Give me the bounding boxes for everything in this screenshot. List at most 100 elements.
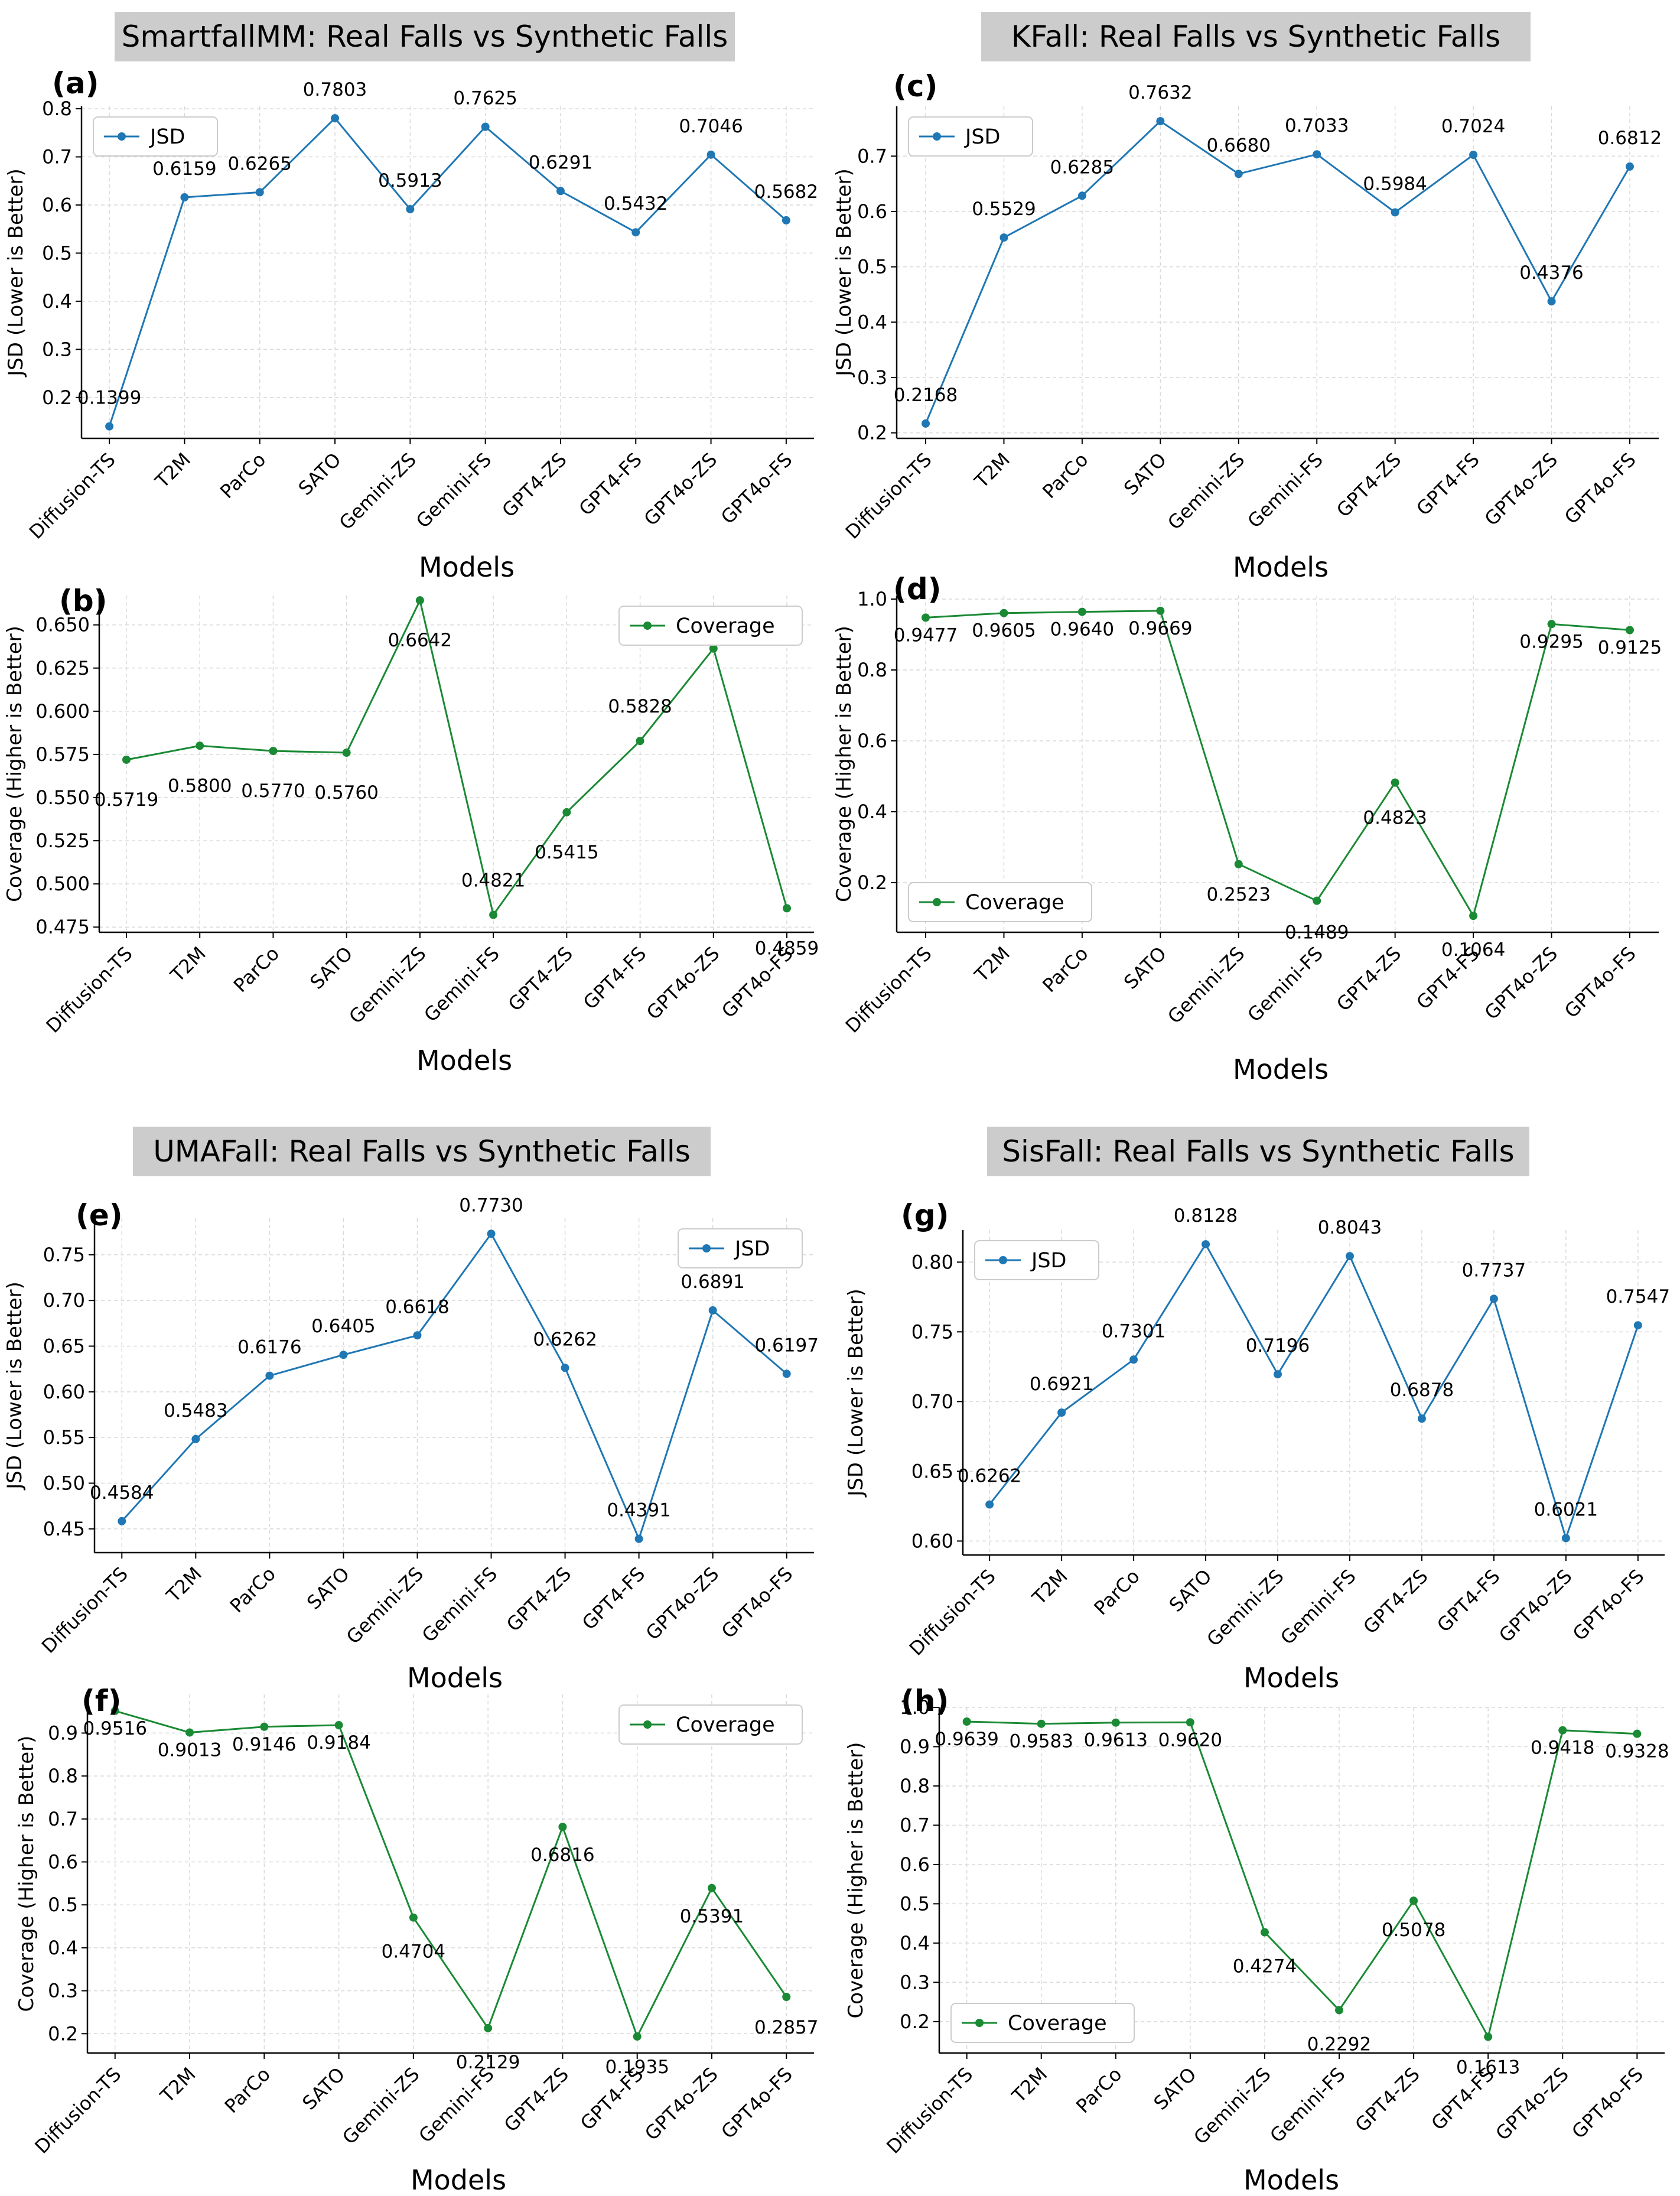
data-point	[118, 1517, 126, 1525]
x-tick-label: GPT4o-ZS	[1495, 1565, 1577, 1647]
data-label: 0.1489	[1285, 922, 1349, 944]
data-point	[406, 205, 415, 214]
data-point	[1547, 620, 1556, 629]
y-tick-label: 0.550	[35, 786, 90, 809]
y-tick-label: 0.3	[857, 366, 887, 389]
data-point	[339, 1351, 348, 1359]
x-tick-label: Gemini-ZS	[344, 942, 430, 1028]
data-point	[484, 2023, 493, 2032]
y-tick-label: 0.5	[48, 1894, 78, 1916]
legend-marker	[643, 1720, 652, 1729]
legend-box	[974, 1240, 1099, 1280]
data-point	[1234, 860, 1243, 868]
data-point	[269, 747, 278, 756]
panel-f: 0.2 0.3 0.4 0.5 0.6 0.7 0.8 0.9 Diffusion-TS T2M P…	[15, 1684, 819, 2196]
data-point	[1313, 150, 1321, 159]
panel-label: (d)	[893, 572, 942, 606]
legend-box	[908, 882, 1092, 922]
data-point	[415, 596, 424, 605]
data-label: 0.9125	[1598, 637, 1662, 659]
y-tick-label: 0.575	[35, 743, 90, 766]
y-axis-title: Coverage (Higher is Better)	[15, 1736, 38, 2012]
x-tick-label: Gemini-ZS	[1163, 448, 1249, 534]
data-label: 0.6291	[529, 152, 592, 173]
data-label: 0.9640	[1050, 619, 1114, 640]
data-point	[707, 1883, 716, 1892]
data-point	[1391, 208, 1399, 217]
x-tick-label: Gemini-FS	[1276, 1565, 1360, 1649]
x-tick-label: GPT4o-ZS	[642, 942, 724, 1024]
y-tick-label: 0.600	[35, 700, 90, 723]
data-point	[342, 749, 351, 757]
y-tick-label: 0.75	[911, 1320, 953, 1343]
x-axis-title: Models	[1233, 551, 1329, 583]
data-label: 0.5800	[168, 775, 232, 796]
x-tick-label: GPT4-FS	[579, 942, 650, 1014]
data-label: 0.9639	[935, 1729, 998, 1750]
data-point	[783, 904, 792, 913]
legend-box	[908, 116, 1033, 157]
data-point	[1335, 2006, 1344, 2015]
legend-box	[618, 606, 803, 646]
x-tick-label: GPT4-ZS	[504, 942, 577, 1016]
x-axis-title: Models	[419, 551, 515, 583]
data-label: 0.6921	[1030, 1374, 1093, 1395]
data-label: 0.7737	[1462, 1260, 1526, 1281]
series-line-jsd	[108, 116, 787, 427]
data-point	[1037, 1719, 1046, 1728]
data-label: 0.5770	[241, 780, 305, 802]
x-tick-label: GPT4-FS	[1412, 448, 1483, 520]
x-tick-label: GPT4-ZS	[497, 448, 571, 522]
chart-figure-2: KFall: Real Falls vs Synthetic Falls0.20…	[832, 12, 1662, 1085]
data-point	[1111, 1718, 1120, 1727]
y-tick-label: 0.8	[48, 1765, 78, 1787]
legend: JSD	[678, 1228, 803, 1268]
panel-c: 0.2 0.3 0.4 0.5 0.6 0.7 Diffusion-TS T2M ParCo SA…	[832, 69, 1662, 583]
chart-title: SmartfallMM: Real Falls vs Synthetic Fal…	[122, 19, 728, 54]
x-tick-label: SATO	[1119, 942, 1171, 994]
data-point	[999, 233, 1008, 242]
data-label: 0.2857	[754, 2017, 818, 2038]
y-tick-label: 1.0	[900, 1696, 930, 1719]
data-label: 0.6285	[1050, 157, 1114, 178]
y-tick-label: 0.475	[35, 916, 90, 938]
y-tick-label: 0.4	[48, 1937, 78, 1959]
x-tick-label: Diffusion-TS	[882, 2063, 977, 2158]
data-point	[1561, 1534, 1570, 1543]
data-point	[487, 1229, 496, 1238]
data-label: 0.7803	[303, 79, 367, 100]
data-label: 0.7024	[1441, 116, 1505, 137]
legend: JSD	[908, 116, 1033, 157]
data-point	[1469, 151, 1478, 160]
panel-label: (a)	[52, 66, 99, 100]
series-line-jsd	[988, 1242, 1639, 1541]
y-tick-label: 0.6	[48, 1851, 78, 1873]
x-tick-label: ParCo	[216, 448, 270, 503]
data-point	[334, 1721, 343, 1730]
data-label: 0.7547	[1606, 1286, 1670, 1307]
data-label: 0.6262	[533, 1329, 597, 1350]
data-label: 0.7046	[679, 116, 743, 137]
y-tick-label: 0.6	[857, 730, 887, 752]
y-tick-label: 0.6	[857, 200, 887, 223]
data-point	[962, 1717, 971, 1726]
y-tick-label: 0.70	[911, 1390, 953, 1413]
data-label: 0.1935	[605, 2057, 669, 2078]
data-label: 0.6680	[1207, 135, 1271, 156]
panel-label: (e)	[76, 1198, 123, 1232]
data-point	[1260, 1928, 1269, 1937]
x-tick-label: SATO	[1165, 1565, 1216, 1616]
y-tick-label: 0.6	[900, 1853, 930, 1876]
series-line-coverage	[966, 1720, 1637, 2039]
panel-label: (g)	[901, 1198, 949, 1232]
data-label: 0.7625	[453, 88, 517, 109]
y-tick-label: 0.8	[900, 1775, 930, 1797]
data-point	[1484, 2032, 1493, 2041]
data-point	[265, 1371, 274, 1380]
data-point	[413, 1331, 422, 1340]
data-label: 0.5682	[754, 181, 818, 203]
x-tick-label: Diffusion-TS	[42, 942, 137, 1037]
data-label: 0.9516	[83, 1718, 146, 1739]
x-tick-label: T2M	[1027, 1565, 1072, 1609]
x-tick-label: SATO	[302, 1563, 354, 1614]
